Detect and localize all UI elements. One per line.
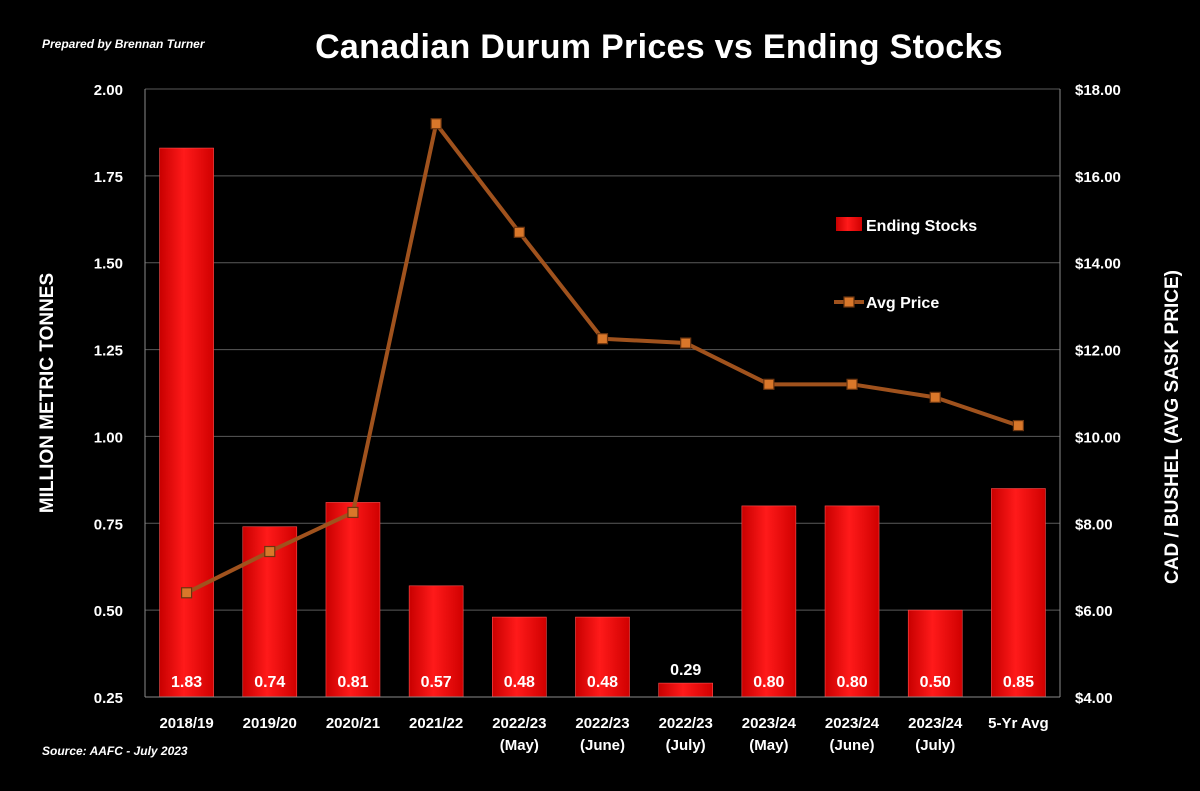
data-label: 0.74 <box>254 674 285 691</box>
data-label: 0.29 <box>670 662 701 679</box>
gridlines <box>145 88 1060 698</box>
data-label: 0.81 <box>337 674 368 691</box>
right-axis-title: CAD / BUSHEL (AVG SASK PRICE) <box>1162 270 1183 584</box>
x-tick-label: 2019/20 <box>243 715 297 732</box>
data-label: 1.83 <box>171 674 202 691</box>
price-marker <box>347 506 359 519</box>
x-tick-label: (May) <box>749 737 788 754</box>
bar <box>907 609 963 698</box>
bar <box>991 488 1046 698</box>
price-marker <box>180 587 193 599</box>
source-text: Source: AAFC - July 2023 <box>42 744 188 758</box>
x-tick-label: (July) <box>666 737 706 754</box>
x-tick-label: 2018/19 <box>159 715 213 732</box>
right-axis-tick-label: $4.00 <box>1075 690 1113 707</box>
x-tick-label: 2023/24 <box>825 715 880 732</box>
left-axis-tick-label: 0.25 <box>94 690 123 707</box>
axes: 0.25 0.50 0.75 1.00 1.25 1.50 1.75 2.00 $4.00 $6.… <box>37 82 1183 754</box>
right-axis-tick-label: $18.00 <box>1075 82 1121 99</box>
legend-label-avg-price: Avg Price <box>866 295 939 312</box>
left-axis-tick-label: 1.75 <box>94 169 123 186</box>
legend-swatch-ending-stocks <box>836 217 862 231</box>
x-tick-label: 5-Yr Avg <box>988 715 1049 732</box>
x-tick-label: 2023/24 <box>908 715 963 732</box>
bar <box>824 505 880 698</box>
left-axis-tick-label: 1.00 <box>94 429 123 446</box>
price-marker <box>1012 419 1025 432</box>
chart-title: Canadian Durum Prices vs Ending Stocks <box>315 28 1003 66</box>
bar <box>408 585 464 698</box>
right-axis-tick-label: $6.00 <box>1075 603 1113 620</box>
price-marker <box>680 337 692 349</box>
bar <box>658 682 713 698</box>
x-tick-label: 2020/21 <box>326 715 380 732</box>
data-label: 0.48 <box>504 674 535 691</box>
x-tick-label: 2022/23 <box>659 715 713 732</box>
left-axis-tick-label: 2.00 <box>94 82 123 99</box>
price-marker <box>430 118 442 130</box>
bar <box>741 505 797 698</box>
x-tick-label: 2023/24 <box>742 715 797 732</box>
x-tick-label: (May) <box>500 737 539 754</box>
data-label: 0.57 <box>421 674 452 691</box>
price-marker <box>264 545 276 558</box>
right-axis-tick-label: $16.00 <box>1075 169 1121 186</box>
data-label: 0.48 <box>587 674 618 691</box>
data-label: 0.80 <box>836 674 867 691</box>
x-tick-label: (June) <box>830 737 875 754</box>
legend: Ending Stocks Avg Price <box>834 217 977 312</box>
x-tick-label: 2022/23 <box>492 715 546 732</box>
legend-marker-avg-price <box>843 296 855 308</box>
right-axis-tick-label: $8.00 <box>1075 516 1113 533</box>
x-tick-label: 2021/22 <box>409 715 463 732</box>
bar <box>575 616 630 698</box>
bar <box>492 616 547 698</box>
price-marker <box>513 226 525 238</box>
data-labels: 1.83 0.74 0.81 0.57 0.48 0.48 0.29 0.80 0.80 0.50… <box>171 662 1034 691</box>
data-label: 0.80 <box>753 674 784 691</box>
credit-text: Prepared by Brennan Turner <box>42 37 205 51</box>
bar <box>325 502 381 698</box>
right-axis-tick-label: $14.00 <box>1075 256 1121 273</box>
left-axis-tick-label: 1.50 <box>94 256 123 273</box>
left-axis-title: MILLION METRIC TONNES <box>37 273 58 513</box>
left-axis-tick-label: 0.75 <box>94 516 123 533</box>
x-tick-label: 2022/23 <box>575 715 629 732</box>
right-axis-tick-label: $12.00 <box>1075 343 1121 360</box>
x-tick-label: (July) <box>915 737 955 754</box>
data-label: 0.50 <box>920 674 951 691</box>
line-series-avg-price <box>180 118 1025 599</box>
bar <box>159 147 214 698</box>
price-marker <box>929 391 941 403</box>
price-marker <box>846 378 858 390</box>
legend-label-ending-stocks: Ending Stocks <box>866 218 977 235</box>
x-tick-label: (June) <box>580 737 625 754</box>
price-marker <box>596 333 609 345</box>
left-axis-tick-label: 1.25 <box>94 343 123 360</box>
price-line <box>185 121 1020 595</box>
right-axis-tick-label: $10.00 <box>1075 429 1121 446</box>
left-axis-tick-label: 0.50 <box>94 603 123 620</box>
data-label: 0.85 <box>1003 674 1034 691</box>
price-marker <box>763 378 775 390</box>
